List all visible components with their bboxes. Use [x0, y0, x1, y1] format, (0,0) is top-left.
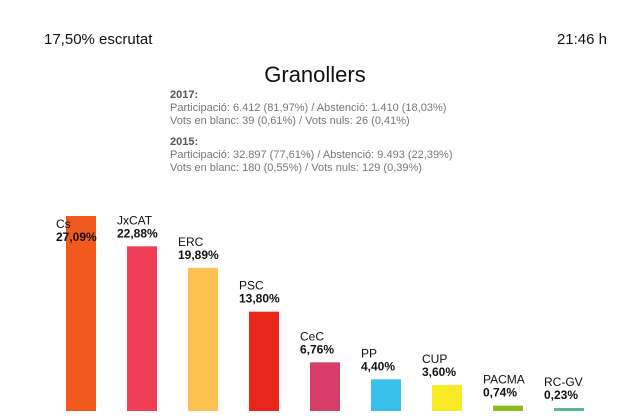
bar-jxcat: [127, 246, 157, 411]
percentage-label: 4,40%: [361, 359, 395, 373]
party-label: CeC: [300, 329, 324, 343]
stats-2015-blank-null: Vots en blanc: 180 (0,55%) / Vots nuls: …: [170, 162, 422, 174]
bar-rc-gv: [554, 408, 584, 411]
percentage-label: 3,60%: [422, 365, 456, 379]
party-label: ERC: [178, 235, 204, 249]
turnout-stats: 2017: Participació: 6.412 (81,97%) / Abs…: [170, 89, 453, 175]
stats-2017-participation: Participació: 6.412 (81,97%) / Abstenció…: [170, 102, 447, 114]
percentage-label: 19,89%: [178, 248, 219, 262]
percentage-label: 27,09%: [56, 230, 97, 244]
party-label: CUP: [422, 352, 447, 366]
percentage-label: 13,80%: [239, 292, 280, 306]
update-time: 21:46 h: [556, 31, 607, 48]
percentage-label: 6,76%: [300, 342, 334, 356]
bar-psc: [249, 311, 279, 411]
party-label: Cs: [56, 217, 71, 231]
bar-cec: [310, 362, 340, 411]
bar-pp: [371, 379, 401, 411]
party-label: RC-GV: [544, 375, 583, 389]
stats-year-2017: 2017:: [170, 89, 199, 101]
stats-2017-blank-null: Vots en blanc: 39 (0,61%) / Vots nuls: 2…: [170, 115, 410, 127]
party-label: PSC: [239, 279, 264, 293]
bar-pacma: [493, 405, 523, 411]
chart-title: Granollers: [264, 62, 366, 87]
counted-percentage: 17,50% escrutat: [44, 31, 153, 48]
party-label: JxCAT: [117, 213, 153, 227]
bar-cs: [66, 216, 96, 411]
percentage-label: 0,74%: [483, 386, 517, 400]
percentage-label: 22,88%: [117, 226, 158, 240]
party-label: PACMA: [483, 373, 525, 387]
stats-year-2015: 2015:: [170, 136, 199, 148]
party-label: PP: [361, 346, 377, 360]
bar-cup: [432, 385, 462, 411]
percentage-label: 0,23%: [544, 388, 578, 402]
stats-2015-participation: Participació: 32.897 (77,61%) / Abstenci…: [170, 149, 453, 161]
bar-erc: [188, 267, 218, 411]
